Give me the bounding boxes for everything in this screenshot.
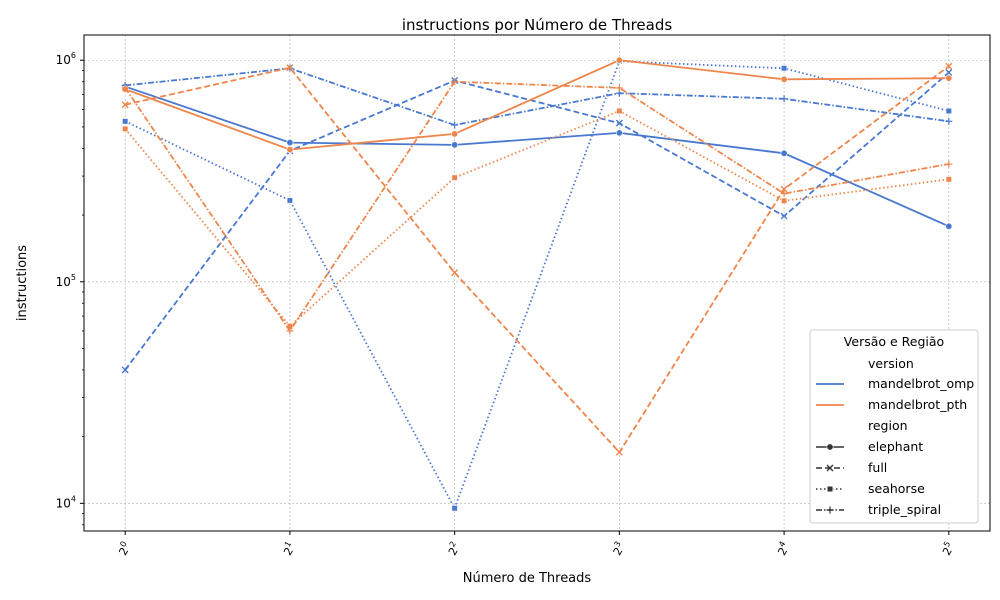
data-point bbox=[451, 505, 458, 512]
data-point bbox=[451, 141, 459, 149]
y-tick-label: 105 bbox=[56, 273, 76, 289]
y-tick-label: 104 bbox=[56, 494, 76, 510]
data-point bbox=[286, 146, 294, 154]
data-point bbox=[945, 176, 952, 183]
data-point bbox=[945, 117, 953, 125]
legend-entry: mandelbrot_omp bbox=[868, 376, 974, 391]
data-point bbox=[615, 56, 623, 64]
data-point bbox=[780, 65, 788, 72]
series-line bbox=[124, 60, 950, 511]
series-mandelbrot_pth-full bbox=[121, 62, 953, 456]
data-point bbox=[451, 174, 458, 181]
data-point bbox=[122, 118, 129, 125]
y-axis: 104 105 106 bbox=[56, 51, 84, 526]
legend-entry: full bbox=[868, 460, 887, 475]
series-line bbox=[124, 80, 949, 333]
series-mandelbrot_pth-elephant bbox=[121, 56, 953, 154]
legend-marker bbox=[826, 485, 834, 493]
legend-marker bbox=[826, 443, 834, 451]
legend-entry: mandelbrot_pth bbox=[868, 397, 967, 412]
data-point bbox=[945, 69, 953, 77]
legend-marker bbox=[826, 464, 834, 472]
series-mandelbrot_omp-elephant bbox=[121, 83, 953, 230]
plot-area bbox=[83, 34, 991, 532]
series-group bbox=[121, 56, 953, 512]
y-tick-label: 106 bbox=[56, 51, 76, 67]
data-point bbox=[945, 107, 952, 115]
data-point bbox=[616, 107, 623, 115]
legend-marker bbox=[826, 506, 834, 514]
legend-style-title: region bbox=[868, 418, 908, 433]
series-line bbox=[125, 65, 950, 454]
data-point bbox=[121, 366, 129, 374]
data-point bbox=[286, 64, 294, 72]
data-point bbox=[780, 185, 788, 193]
y-axis-label: instructions bbox=[15, 245, 30, 321]
data-point bbox=[451, 121, 459, 129]
grid-lines bbox=[84, 35, 990, 531]
legend-title: Versão e Região bbox=[844, 334, 944, 349]
data-point bbox=[451, 130, 459, 138]
data-point bbox=[286, 139, 294, 147]
data-point bbox=[780, 75, 788, 83]
data-point bbox=[121, 101, 129, 109]
data-point bbox=[945, 160, 953, 168]
data-point bbox=[780, 197, 788, 204]
data-point bbox=[780, 95, 788, 103]
data-point bbox=[780, 149, 788, 157]
data-point bbox=[615, 119, 623, 127]
x-axis-label: Número de Threads bbox=[463, 571, 592, 586]
data-point bbox=[780, 212, 788, 220]
legend-entry: triple_spiral bbox=[868, 502, 941, 517]
series-mandelbrot_pth-seahorse bbox=[122, 107, 952, 330]
data-point bbox=[615, 84, 623, 92]
data-point bbox=[615, 129, 623, 137]
data-point bbox=[945, 222, 953, 230]
data-point bbox=[945, 62, 953, 70]
data-point bbox=[451, 78, 459, 86]
legend: Versão e Região version mandelbrot_ompmand… bbox=[809, 329, 979, 524]
chart-title: instructions por Número de Threads bbox=[402, 16, 673, 34]
legend-hue-title: version bbox=[868, 356, 914, 371]
data-point bbox=[286, 327, 294, 335]
series-mandelbrot_pth-triple_spiral bbox=[121, 78, 953, 335]
data-point bbox=[945, 74, 953, 82]
legend-entry: elephant bbox=[868, 439, 923, 454]
legend-box bbox=[809, 329, 979, 524]
series-line bbox=[124, 59, 949, 151]
legend-entry: seahorse bbox=[868, 481, 925, 496]
data-point bbox=[780, 190, 788, 198]
data-point bbox=[121, 84, 129, 92]
data-point bbox=[451, 269, 459, 277]
data-point bbox=[286, 197, 294, 204]
data-point bbox=[615, 448, 623, 456]
series-line bbox=[124, 85, 950, 228]
data-point bbox=[122, 125, 129, 132]
